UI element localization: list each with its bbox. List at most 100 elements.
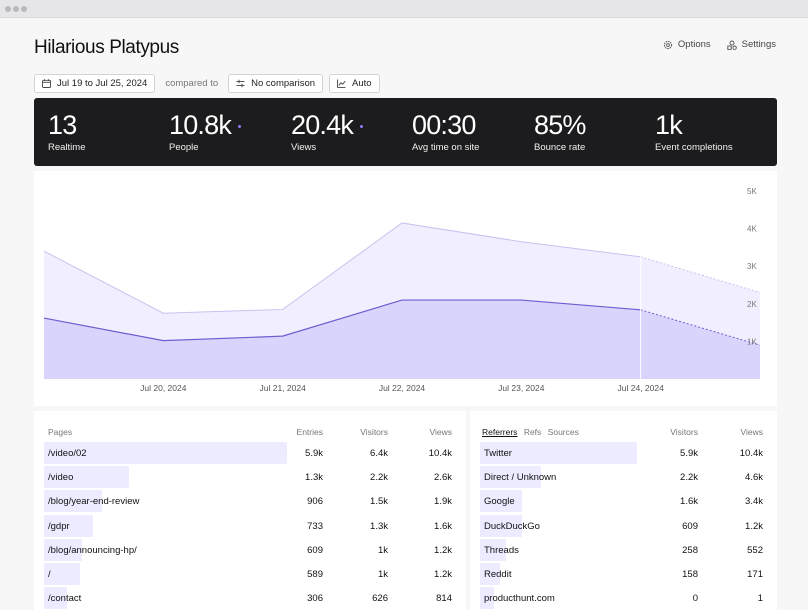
stat-realtime[interactable]: 13 Realtime bbox=[48, 110, 86, 153]
y-tick-label: 3K bbox=[747, 262, 757, 271]
table-row[interactable]: /contact 306 626 814 bbox=[44, 587, 452, 610]
options-label: Options bbox=[677, 39, 711, 50]
row-views: 4.6k bbox=[745, 472, 763, 484]
y-tick-label: 4K bbox=[747, 225, 757, 234]
table-row[interactable]: Reddit 158 171 bbox=[480, 563, 763, 585]
table-row[interactable]: /video/02 5.9k 6.4k 10.4k bbox=[44, 442, 452, 464]
calendar-icon bbox=[42, 79, 51, 88]
row-label: /contact bbox=[48, 593, 82, 605]
stat-label: Bounce rate bbox=[534, 142, 586, 153]
stat-bounce-rate[interactable]: 85% Bounce rate bbox=[534, 110, 586, 153]
ref-views-header[interactable]: Views bbox=[740, 427, 763, 437]
row-views: 3.4k bbox=[745, 496, 763, 508]
row-visitors: 5.9k bbox=[680, 448, 698, 459]
row-visitors: 1.6k bbox=[680, 496, 698, 508]
table-row[interactable]: Google 1.6k 3.4k bbox=[480, 490, 763, 513]
table-row[interactable]: /blog/year-end-review 906 1.5k 1.9k bbox=[44, 490, 452, 513]
line-chart-icon bbox=[337, 79, 346, 88]
row-views: 1.2k bbox=[745, 520, 763, 532]
row-label: /blog/year-end-review bbox=[48, 496, 140, 508]
series-line-1 bbox=[43, 299, 641, 342]
row-entries: 306 bbox=[307, 593, 323, 605]
stat-views[interactable]: 20.4k Views bbox=[291, 110, 364, 153]
visitors-header[interactable]: Visitors bbox=[360, 427, 388, 437]
table-row[interactable]: Twitter 5.9k 10.4k bbox=[480, 442, 763, 464]
row-label: /blog/announcing-hp/ bbox=[48, 544, 137, 556]
stat-value: 1k bbox=[655, 110, 683, 140]
y-tick-label: 1K bbox=[747, 337, 757, 346]
row-visitors: 1k bbox=[377, 544, 388, 556]
x-tick-label: Jul 23, 2024 bbox=[498, 383, 545, 393]
stat-event-completions[interactable]: 1k Event completions bbox=[655, 110, 733, 153]
row-entries: 609 bbox=[307, 544, 323, 556]
table-row[interactable]: DuckDuckGo 609 1.2k bbox=[480, 514, 763, 537]
stat-value: 10.8k bbox=[169, 110, 232, 140]
views-header[interactable]: Views bbox=[429, 427, 452, 437]
window-minimize-dot[interactable] bbox=[13, 6, 19, 12]
site-title: Hilarious Platypus bbox=[34, 37, 179, 58]
entries-header[interactable]: Entries bbox=[296, 427, 323, 437]
series-dot-icon bbox=[360, 124, 364, 128]
row-entries: 589 bbox=[307, 569, 323, 580]
tab-refs[interactable]: Refs bbox=[523, 427, 542, 437]
row-visitors: 6.4k bbox=[370, 448, 388, 459]
row-visitors: 0 bbox=[692, 593, 698, 605]
row-views: 1.9k bbox=[434, 496, 452, 508]
x-tick-label: Jul 20, 2024 bbox=[140, 383, 187, 393]
interval-label: Auto bbox=[352, 78, 372, 89]
row-share-bar bbox=[480, 466, 542, 489]
series-line-partial-1 bbox=[640, 309, 761, 346]
row-label: Reddit bbox=[484, 569, 512, 580]
table-row[interactable]: /blog/announcing-hp/609 1k 1.2k bbox=[44, 538, 452, 561]
y-tick-label: 5K bbox=[747, 187, 757, 196]
row-share-bar bbox=[44, 466, 130, 489]
row-share-bar bbox=[480, 587, 494, 610]
stat-avg-time[interactable]: 00:30 Avg time on site bbox=[412, 110, 479, 153]
filter-bar: Jul 19 to Jul 25, 2024 compared to No co… bbox=[34, 74, 380, 93]
options-button[interactable]: Options bbox=[663, 39, 711, 50]
stat-label: People bbox=[169, 142, 199, 153]
row-entries: 733 bbox=[307, 520, 323, 532]
table-row[interactable]: / 589 1k 1.2k bbox=[44, 563, 452, 585]
row-label: Threads bbox=[484, 544, 519, 556]
stat-label: Realtime bbox=[48, 142, 86, 153]
comparison-label: No comparison bbox=[251, 78, 316, 89]
row-visitors: 609 bbox=[682, 520, 698, 532]
row-views: 552 bbox=[747, 544, 763, 556]
table-row[interactable]: /gdpr 733 1.3k 1.6k bbox=[44, 514, 452, 537]
pages-panel: Pages Entries Visitors Views /video/02 5.… bbox=[34, 411, 466, 610]
x-tick-label: Jul 22, 2024 bbox=[379, 383, 426, 393]
tab-referrers[interactable]: Referrers bbox=[482, 427, 518, 437]
settings-label: Settings bbox=[741, 39, 776, 50]
settings-button[interactable]: Settings bbox=[727, 39, 776, 50]
row-share-bar bbox=[44, 538, 82, 561]
traffic-chart[interactable]: 1K 2K 3K 4K 5K Jul 20, 2024 Jul 21, 2024 Jul 22… bbox=[34, 171, 777, 406]
comparison-button[interactable]: No comparison bbox=[228, 74, 324, 93]
row-label: / bbox=[48, 569, 51, 580]
interval-button[interactable]: Auto bbox=[329, 74, 380, 93]
row-visitors: 1.3k bbox=[370, 520, 388, 532]
stat-label: Avg time on site bbox=[412, 142, 480, 153]
table-row[interactable]: Threads 258 552 bbox=[480, 538, 763, 561]
row-share-bar bbox=[480, 538, 506, 561]
row-views: 1 bbox=[757, 593, 763, 605]
date-range-button[interactable]: Jul 19 to Jul 25, 2024 bbox=[34, 74, 156, 93]
row-share-bar bbox=[480, 490, 523, 513]
row-visitors: 258 bbox=[682, 544, 698, 556]
row-visitors: 626 bbox=[372, 593, 388, 605]
window-zoom-dot[interactable] bbox=[21, 6, 27, 12]
row-views: 814 bbox=[436, 593, 452, 605]
window-close-dot[interactable] bbox=[5, 6, 11, 12]
row-views: 10.4k bbox=[428, 448, 452, 459]
table-row[interactable]: producthunt.com 0 1 bbox=[480, 587, 763, 610]
row-views: 1.2k bbox=[434, 544, 452, 556]
table-row[interactable]: Direct / Unknown 2.2k 4.6k bbox=[480, 466, 763, 489]
row-views: 2.6k bbox=[434, 472, 452, 484]
stat-people[interactable]: 10.8k People bbox=[169, 110, 242, 153]
ref-visitors-header[interactable]: Visitors bbox=[670, 427, 698, 437]
tab-sources[interactable]: Sources bbox=[547, 427, 579, 437]
row-label: Google bbox=[484, 496, 515, 508]
row-visitors: 2.2k bbox=[680, 472, 698, 484]
table-row[interactable]: /video 1.3k 2.2k 2.6k bbox=[44, 466, 452, 489]
row-views: 1.6k bbox=[434, 520, 452, 532]
